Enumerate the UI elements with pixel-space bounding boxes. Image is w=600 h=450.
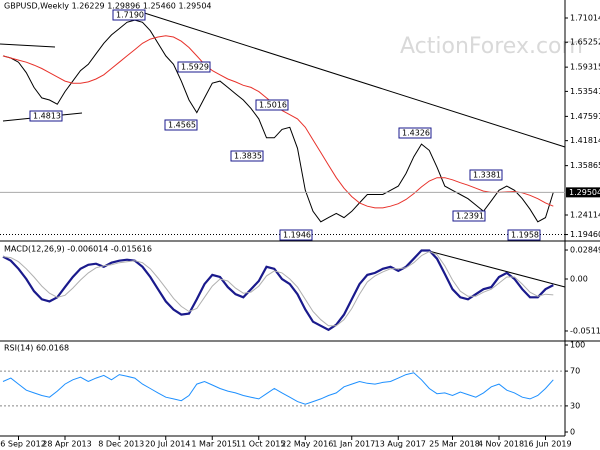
y-tick-label: -0.051125 — [570, 326, 600, 335]
annotation-box — [469, 169, 503, 181]
last-price-box — [566, 187, 600, 198]
annotation-box — [255, 99, 289, 111]
line-series — [2, 372, 554, 405]
annotation: 1.1946 — [283, 231, 311, 240]
y-tick-label: 70 — [570, 367, 580, 376]
x-tick-label: 1 Jan 2017 — [332, 440, 375, 449]
panel-title: MACD(12,26,9) -0.006014 -0.015616 — [4, 245, 152, 254]
y-tick-label: 1.59315 — [570, 63, 600, 72]
annotation-box — [230, 150, 264, 162]
line-series — [2, 249, 554, 332]
annotation-box — [29, 110, 63, 122]
annotation-box — [112, 9, 146, 21]
y-tick-label: 1.47591 — [570, 112, 600, 121]
annotation: 1.4326 — [402, 129, 430, 138]
x-tick-label: 8 Dec 2013 — [98, 440, 144, 449]
last-price-label: 1.29504 — [569, 188, 600, 197]
annotation: 1.4565 — [168, 121, 196, 130]
x-tick-label: 4 Nov 2018 — [478, 440, 524, 449]
annotation: 1.5016 — [259, 101, 287, 110]
x-tick-label: 25 Mar 2018 — [429, 440, 480, 449]
annotation-box — [164, 119, 198, 131]
y-tick-label: 1.53541 — [570, 87, 600, 96]
annotation-box — [177, 61, 211, 73]
y-tick-label: 1.35865 — [570, 161, 600, 170]
line-series — [2, 19, 554, 223]
annotation-box — [398, 127, 432, 139]
y-tick-label: 1.71014 — [570, 14, 600, 23]
trend-line — [134, 9, 566, 148]
annotation-box — [507, 229, 541, 241]
trend-line — [424, 249, 566, 288]
trend-line — [0, 43, 56, 48]
x-tick-label: 28 Apr 2013 — [42, 440, 91, 449]
y-tick-label: 1.19460 — [570, 230, 600, 239]
annotation: 1.3835 — [234, 152, 262, 161]
line-series — [2, 250, 554, 327]
y-tick-label: 0.00 — [570, 274, 588, 283]
annotation: 1.4813 — [33, 112, 61, 121]
x-tick-label: 16 Sep 2012 — [0, 440, 46, 449]
x-tick-label: 22 May 2016 — [281, 440, 333, 449]
y-tick-label: 1.41814 — [570, 136, 600, 145]
y-tick-label: 1.65252 — [570, 38, 600, 47]
watermark: ActionForex.com — [400, 34, 583, 59]
y-tick-label: 0.028499 — [570, 246, 600, 255]
y-tick-label: 100 — [570, 341, 585, 350]
chart-title: GBPUSD,Weekly 1.26229 1.29896 1.25460 1.… — [4, 2, 212, 11]
annotation: 1.2391 — [456, 212, 484, 221]
y-tick-label: 1.24114 — [570, 210, 600, 219]
y-tick-label: 30 — [570, 401, 580, 410]
x-tick-label: 1 Mar 2015 — [191, 440, 237, 449]
annotation: 1.3381 — [473, 171, 501, 180]
annotation: 1.7190 — [116, 11, 144, 20]
annotation: 1.5929 — [181, 63, 209, 72]
x-tick-label: 20 Jul 2014 — [145, 440, 190, 449]
annotation: 1.1958 — [511, 231, 539, 240]
y-tick-label: 0 — [570, 428, 575, 437]
x-tick-label: 11 Oct 2015 — [236, 440, 285, 449]
panel-title: RSI(14) 60.0168 — [4, 344, 69, 353]
x-tick-label: 16 Jun 2019 — [523, 440, 571, 449]
annotation-box — [452, 210, 486, 222]
annotation-box — [279, 229, 313, 241]
x-tick-label: 13 Aug 2017 — [375, 440, 426, 449]
